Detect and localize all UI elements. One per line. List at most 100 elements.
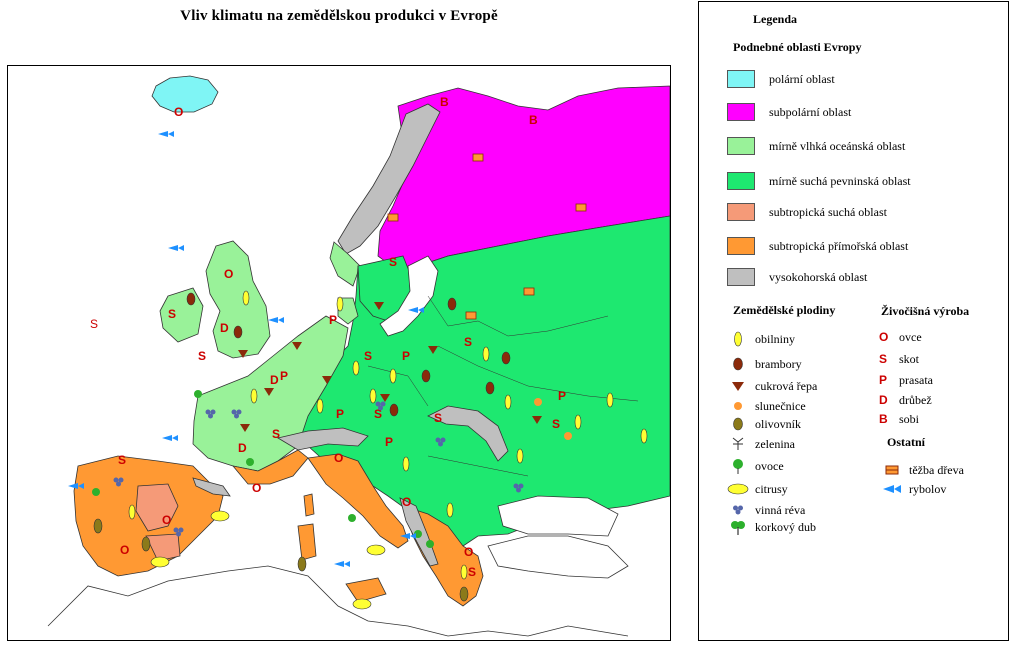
map-label: B [440,95,449,109]
europe-map: O B B S O S D S S P S P S D P P S P S P … [7,65,671,641]
map-label: O [334,451,343,465]
map-grain-icons [128,290,648,580]
map-label: O [162,513,171,527]
climate-item: vysokohorská oblast [727,267,867,287]
map-citrus-icons [150,510,386,610]
fish-icon [881,484,903,494]
map-label: S [272,427,280,441]
crop-item: slunečnice [727,397,806,415]
map-timber-icons [387,153,587,320]
climate-heading: Podnebné oblasti Evropy [733,40,862,54]
france-south [231,449,309,485]
map-label: D [270,373,279,387]
crop-label: brambory [755,356,802,371]
norway-coast [329,241,361,287]
other-item: rybolov [881,480,946,498]
crop-label: korkový dub [755,519,816,534]
map-sugar-beet-icons [238,302,542,432]
map-label: P [385,435,393,449]
livestock-label: drůbež [899,392,932,407]
livestock-symbol: O [879,330,889,344]
anatolia [487,535,629,579]
livestock-symbol: S [879,352,888,366]
climate-item: mírně suchá pevninská oblast [727,171,911,191]
map-olive-icons [93,518,469,602]
sardinia [297,523,317,561]
pyrenees [192,477,231,497]
climate-item: polární oblast [727,69,835,89]
livestock-heading: Živočišná výroba [881,304,970,318]
other-item: těžba dřeva [881,461,964,479]
crop-label: slunečnice [755,398,806,413]
livestock-label: prasata [899,372,933,387]
livestock-label: skot [899,351,920,366]
livestock-label: ovce [899,329,922,344]
vegetable-icon [727,437,749,451]
fruit-tree-icon [727,458,749,474]
climate-label: polární oblast [769,71,835,86]
livestock-symbol: D [879,393,888,407]
climate-label: mírně suchá pevninská oblast [769,173,911,188]
map-fish-icons [68,131,424,567]
map-grape-icons [113,401,524,537]
crop-item: korkový dub [727,518,816,536]
corsica [303,493,315,517]
climate-swatch [727,203,755,221]
map-label: P [336,407,344,421]
alps [276,427,369,451]
iceland [151,75,219,113]
crop-item: vinná réva [727,501,805,519]
climate-item: mírně vlhká oceánská oblast [727,136,905,156]
carpathians [427,405,509,462]
crop-item: ovoce [727,457,784,475]
map-label: S [90,317,98,331]
crop-item: cukrová řepa [727,377,817,395]
livestock-item: S skot [879,350,919,368]
timber-icon [881,465,903,475]
map-label: S [168,307,176,321]
climate-swatch [727,70,755,88]
other-label: těžba dřeva [909,462,964,477]
baltic-sea [379,255,439,337]
crop-label: vinná réva [755,502,806,517]
sicily [345,577,387,603]
legend-heading: Legenda [753,12,798,26]
iberia-dry [135,483,179,532]
scandinavian-mountains [337,103,441,255]
climate-swatch [727,172,755,190]
crops-heading: Zemědělské plodiny [733,303,836,317]
livestock-item: P prasata [879,371,933,389]
map-label: P [329,313,337,327]
climate-swatch [727,237,755,255]
map-label: S [389,255,397,269]
map-label: P [558,389,566,403]
map-label: S [468,565,476,579]
crop-label: ovoce [755,458,784,473]
black-sea [497,495,619,537]
crop-item: citrusy [727,480,788,498]
potato-icon [727,357,749,371]
map-label: S [118,453,126,467]
map-title: Vliv klimatu na zemědělskou produkci v E… [180,8,498,24]
crop-item: zelenina [727,435,795,453]
map-label: O [224,267,233,281]
crop-item: brambory [727,355,802,373]
livestock-item: O ovce [879,328,922,346]
livestock-symbol: P [879,373,888,387]
crop-label: zelenina [755,436,795,451]
legend-panel: Legenda Podnebné oblasti Evropy polární … [698,1,1009,641]
map-sunflower-icons [534,398,572,440]
map-label: O [464,545,473,559]
map-label: S [464,335,472,349]
crop-label: cukrová řepa [755,378,818,393]
map-label: O [252,481,261,495]
map-label: D [238,441,247,455]
crop-label: obilniny [755,331,796,346]
climate-item: subtropická suchá oblast [727,202,887,222]
map-label: O [120,543,129,557]
cork-oak-icon [727,519,749,535]
map-label: O [174,105,183,119]
crop-item: obilniny [727,330,795,348]
climate-item: subpolární oblast [727,102,851,122]
map-livestock-labels: O B B S O S D S S P S P S D P P S P S P … [90,95,566,579]
